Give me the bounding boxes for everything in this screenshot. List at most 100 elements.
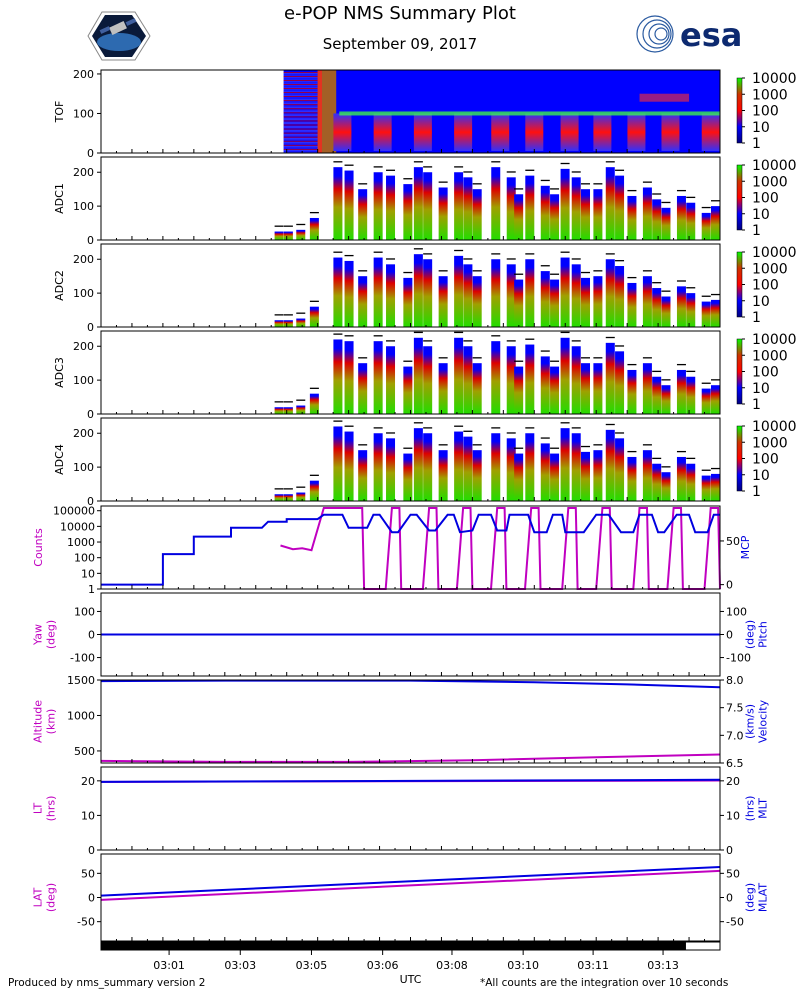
- tof-noise-stripe: [283, 111, 318, 112]
- adc-bar-cap: [454, 249, 464, 252]
- colorbar-label: 1000: [752, 174, 788, 190]
- adc-bar-cap: [661, 379, 671, 381]
- adc-bar: [605, 342, 615, 414]
- tof-noise-stripe: [283, 86, 318, 88]
- adc-bar-cap: [676, 450, 686, 453]
- adc-bar: [491, 433, 501, 501]
- adc-bar: [386, 175, 396, 240]
- adc-bar: [550, 194, 560, 240]
- adc-bar-cap: [686, 457, 696, 460]
- y-tick-label-right: 8.0: [726, 674, 744, 687]
- y-tick-label-left: 500: [74, 745, 95, 758]
- tof-column: [593, 113, 612, 151]
- adc-bar: [472, 363, 482, 414]
- tof-noise-stripe: [283, 108, 318, 110]
- page-subtitle: September 09, 2017: [322, 35, 478, 53]
- adc-bar-cap: [686, 287, 696, 289]
- adc-bar-cap: [472, 270, 482, 272]
- x-axis-tick-label: 03:03: [224, 959, 256, 972]
- adc-bar-cap: [403, 271, 413, 274]
- tof-noise-stripe: [283, 148, 318, 150]
- adc-bar-cap: [344, 254, 354, 257]
- tof-noise-stripe: [283, 100, 318, 102]
- adc-bar-cap: [373, 251, 383, 253]
- adc-bar-cap: [605, 161, 615, 163]
- adc-bar: [661, 472, 671, 501]
- adc-bar-cap: [491, 253, 501, 255]
- adc-bar: [333, 339, 343, 414]
- adc-bar: [454, 172, 464, 240]
- y-tick-label-left: 1000: [67, 536, 95, 549]
- adc-bar: [615, 351, 625, 414]
- adc-bar-cap: [701, 206, 711, 209]
- adc-bar-cap: [333, 251, 343, 253]
- adc-bar-cap: [283, 225, 293, 227]
- adc-bar-cap: [454, 166, 464, 168]
- adc-bar-cap: [296, 223, 306, 226]
- adc-bar-cap: [438, 444, 448, 446]
- spectrogram-ylabel-line: TOF: [53, 101, 66, 124]
- adc-bar: [560, 257, 570, 327]
- adc-bar-cap: [593, 270, 603, 272]
- adc-bar-cap: [491, 335, 501, 337]
- adc-bar: [274, 407, 284, 414]
- adc-bar-cap: [560, 251, 570, 253]
- y-tick-label-left: 100000: [53, 505, 95, 518]
- adc-bar: [373, 433, 383, 501]
- adc-bar-cap: [560, 331, 570, 334]
- y-tick-label: 100: [73, 107, 94, 120]
- tof-noise-stripe: [283, 72, 318, 73]
- tof-column: [413, 113, 432, 151]
- right-axis-label: MCP: [739, 535, 752, 559]
- adc-bar-cap: [550, 188, 560, 190]
- adc-bar-cap: [274, 488, 284, 490]
- adc-bar: [413, 167, 423, 240]
- adc-bar: [686, 376, 696, 414]
- adc-bar: [506, 438, 516, 501]
- adc-bar-cap: [423, 340, 433, 342]
- adc-bar-cap: [711, 293, 720, 296]
- adc-bar-cap: [491, 161, 501, 163]
- colorbar-label: 1000: [752, 261, 788, 277]
- y-tick-label-left: 50: [81, 867, 95, 880]
- adc-bar-cap: [571, 340, 581, 342]
- tof-noise-stripe: [283, 85, 318, 87]
- adc-bar-cap: [593, 183, 603, 185]
- adc-bar-cap: [514, 273, 524, 275]
- colorbar-label: 10000: [752, 71, 797, 87]
- adc-bar: [423, 172, 433, 240]
- adc-bar-cap: [593, 444, 603, 446]
- adc-bar-cap: [423, 427, 433, 429]
- adc-bar-cap: [581, 183, 591, 185]
- adc-bar: [560, 168, 570, 240]
- series-line-lat: [100, 869, 721, 901]
- y-tick-label-left: -100: [70, 652, 95, 665]
- colorbar-label: 10000: [752, 245, 797, 261]
- adc-bar: [403, 453, 413, 501]
- tof-noise-stripe: [283, 130, 318, 131]
- adc-bar-cap: [581, 357, 591, 359]
- adc-bar: [525, 433, 535, 501]
- adc-bar-cap: [358, 270, 368, 272]
- adc-bar-cap: [627, 276, 637, 279]
- adc-bar-cap: [333, 161, 343, 163]
- adc-bar: [506, 346, 516, 414]
- adc-bar: [540, 271, 550, 327]
- line-panel-frame: [100, 679, 721, 764]
- adc-bar: [560, 337, 570, 414]
- adc-bar: [540, 443, 550, 501]
- adc-bar: [642, 363, 652, 414]
- y-tick-label: 100: [73, 374, 94, 387]
- right-axis-label-line: MLT: [757, 798, 770, 819]
- colorbar-label: 100: [752, 104, 779, 120]
- adc-bar-cap: [463, 171, 473, 173]
- adc-bar: [386, 346, 396, 414]
- adc-bar: [472, 189, 482, 240]
- right-axis-label-line: (deg): [744, 620, 757, 649]
- colorbar: [736, 338, 743, 405]
- adc-bar-cap: [472, 357, 482, 359]
- adc-bar-cap: [615, 345, 625, 347]
- adc-bar-cap: [296, 399, 306, 401]
